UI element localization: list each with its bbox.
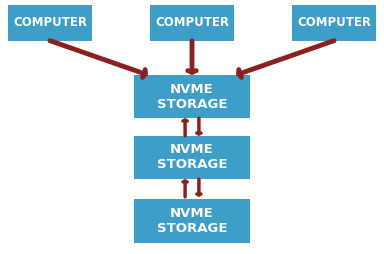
Text: COMPUTER: COMPUTER [297,16,371,29]
Text: COMPUTER: COMPUTER [155,16,229,29]
Text: NVME
STORAGE: NVME STORAGE [157,144,227,171]
FancyBboxPatch shape [150,5,234,41]
FancyBboxPatch shape [8,5,92,41]
Text: COMPUTER: COMPUTER [13,16,87,29]
Text: NVME
STORAGE: NVME STORAGE [157,83,227,110]
FancyBboxPatch shape [134,199,250,243]
FancyBboxPatch shape [292,5,376,41]
FancyBboxPatch shape [134,136,250,179]
Text: NVME
STORAGE: NVME STORAGE [157,207,227,235]
FancyBboxPatch shape [134,75,250,118]
